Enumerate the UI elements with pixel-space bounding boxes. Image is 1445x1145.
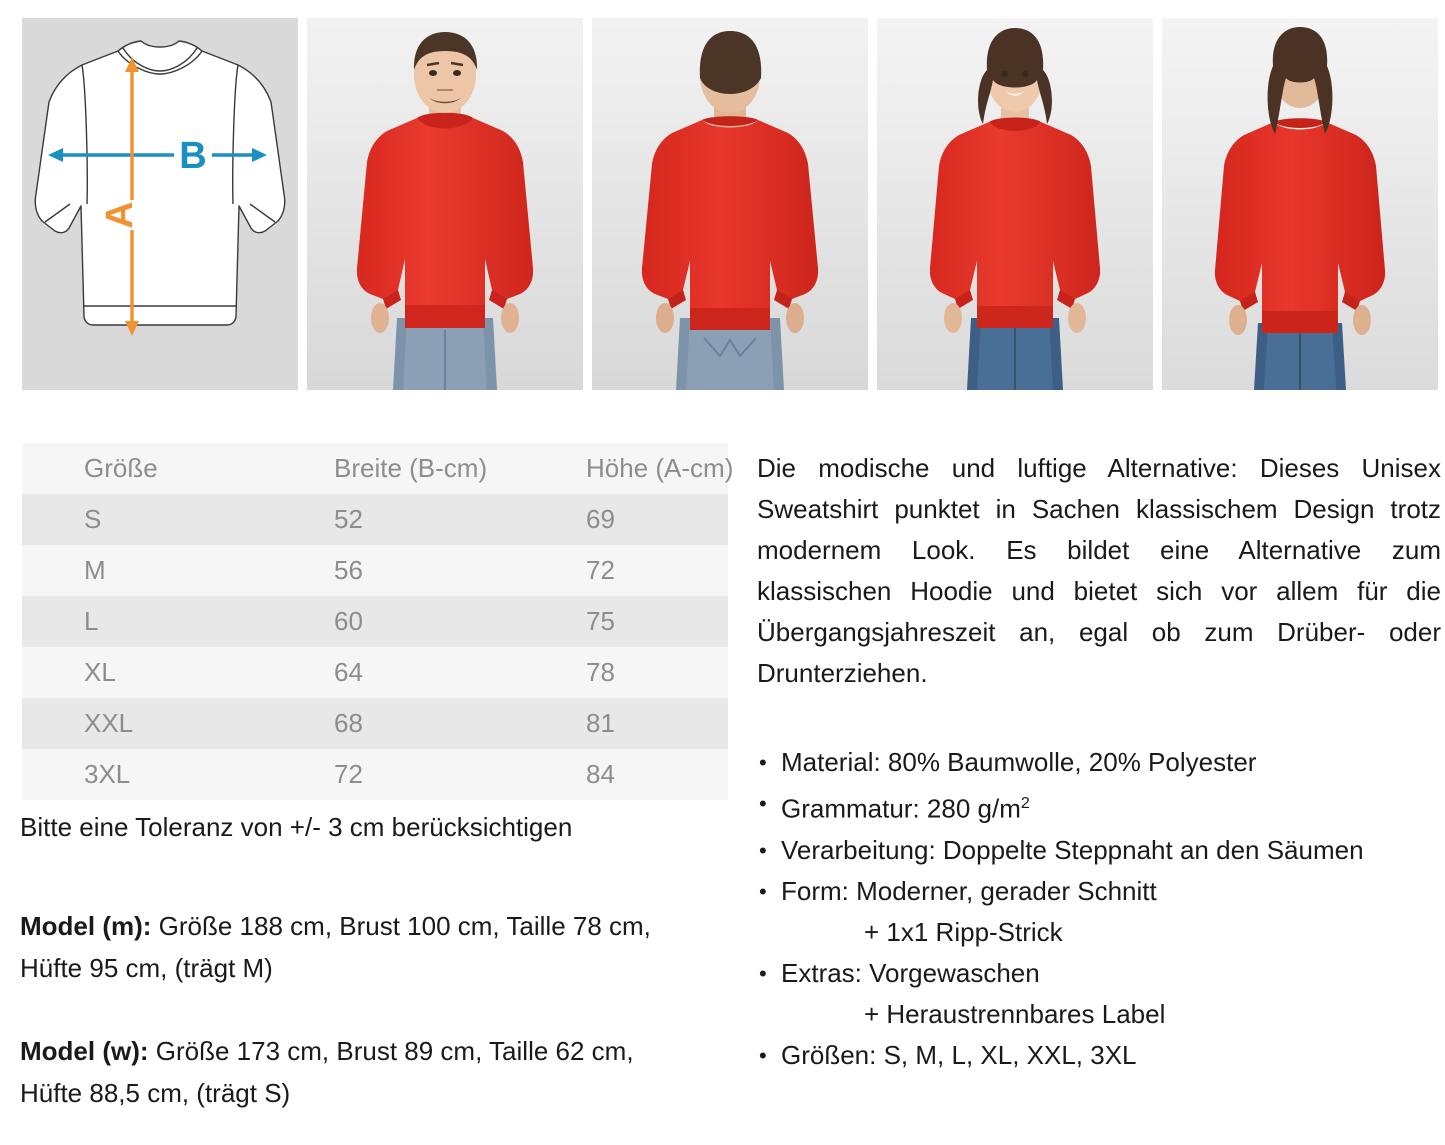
model-male-measurements: Größe 188 cm, Brust 100 cm, Taille 78 cm… (151, 911, 651, 941)
height-arrow-a (125, 57, 139, 336)
cell-width: 72 (334, 759, 363, 789)
cell-width: 56 (334, 555, 363, 585)
header-size: Größe (84, 453, 158, 483)
sweatshirt-outline (34, 40, 286, 326)
spec-verarbeitung: Verarbeitung: Doppelte Steppnaht an den … (757, 830, 1445, 871)
hand-left (944, 303, 962, 333)
spec-grammatur-sup: 2 (1020, 794, 1030, 812)
product-image-strip: B A (22, 18, 1438, 390)
hair (1267, 27, 1333, 134)
cell-height: 81 (586, 708, 615, 738)
width-arrow-b (48, 148, 267, 162)
model-male-line1: Model (m): Größe 188 cm, Brust 100 cm, T… (20, 905, 720, 947)
hand-left (1229, 305, 1247, 335)
cell-width: 64 (334, 657, 363, 687)
model-info-female: Model (w): Größe 173 cm, Brust 89 cm, Ta… (20, 1030, 720, 1114)
cell-width: 68 (334, 708, 363, 738)
smile (1006, 91, 1024, 96)
technical-drawing-panel: B A (22, 18, 298, 390)
spec-extras-sub: + Heraustrennbares Label (864, 998, 1166, 1029)
cell-height: 78 (586, 657, 615, 687)
table-row: S 52 69 (22, 494, 728, 545)
model-female-label: Model (w): (20, 1036, 149, 1066)
tolerance-note: Bitte eine Toleranz von +/- 3 cm berücks… (20, 812, 573, 842)
spec-grammatur-text: Grammatur: 280 g/m (781, 793, 1021, 824)
model-male-front-panel (307, 18, 583, 390)
cell-size: S (84, 504, 102, 534)
cell-height: 72 (586, 555, 615, 585)
model-info-male: Model (m): Größe 188 cm, Brust 100 cm, T… (20, 905, 720, 989)
cell-size: XL (84, 657, 116, 687)
model-female-line1: Model (w): Größe 173 cm, Brust 89 cm, Ta… (20, 1030, 720, 1072)
head (414, 37, 476, 113)
hand-right (1068, 303, 1086, 333)
model-female-back-panel (1162, 18, 1438, 390)
cell-size: L (84, 606, 99, 636)
model-female-front-panel (877, 18, 1153, 390)
hair (699, 31, 762, 94)
spec-material: Material: 80% Baumwolle, 20% Polyester (757, 742, 1445, 783)
table-row: XL 64 78 (22, 647, 728, 698)
cell-size: XXL (84, 708, 134, 738)
hand-right (501, 303, 519, 333)
spec-groessen: Größen: S, M, L, XL, XXL, 3XL (757, 1035, 1445, 1076)
height-label-a: A (99, 201, 141, 228)
cell-height: 69 (586, 504, 615, 534)
table-row: L 60 75 (22, 596, 728, 647)
spec-grammatur: Grammatur: 280 g/m2 (757, 783, 1445, 830)
sweatshirt (929, 122, 1101, 328)
sweatshirt (1214, 122, 1386, 333)
cell-width: 52 (334, 504, 363, 534)
hand-right (1353, 305, 1371, 335)
spec-form-sub: + 1x1 Ripp-Strick (864, 916, 1063, 947)
header-width: Breite (B-cm) (334, 453, 488, 483)
beard (427, 95, 463, 104)
sweatshirt (356, 118, 534, 328)
model-male-line2: Hüfte 95 cm, (trägt M) (20, 953, 273, 983)
size-chart-table: Größe Breite (B-cm) Höhe (A-cm) S 52 69 … (22, 443, 734, 800)
model-male-back-panel (592, 18, 868, 390)
spec-form: Form: Moderner, gerader Schnitt (757, 871, 1445, 912)
cell-height: 84 (586, 759, 615, 789)
table-row: XXL 68 81 (22, 698, 728, 749)
sweatshirt (641, 120, 819, 330)
cell-height: 75 (586, 606, 615, 636)
cell-size: 3XL (84, 759, 131, 789)
hand-left (656, 303, 674, 333)
model-female-line2: Hüfte 88,5 cm, (trägt S) (20, 1078, 291, 1108)
width-label-b: B (179, 135, 206, 177)
cell-size: M (84, 555, 106, 585)
model-male-label: Model (m): (20, 911, 152, 941)
header-height: Höhe (A-cm) (586, 453, 734, 483)
product-spec-list: Material: 80% Baumwolle, 20% Polyester G… (757, 742, 1445, 1076)
hand-right (786, 303, 804, 333)
hair (978, 28, 1052, 124)
hair (413, 32, 478, 70)
table-row: M 56 72 (22, 545, 728, 596)
spec-extras: Extras: Vorgewaschen (757, 953, 1445, 994)
product-description: Die modische und luftige Alternative: Di… (757, 453, 1441, 688)
hand-left (371, 303, 389, 333)
cell-width: 60 (334, 606, 363, 636)
model-female-measurements: Größe 173 cm, Brust 89 cm, Taille 62 cm, (148, 1036, 634, 1066)
table-header-row: Größe Breite (B-cm) Höhe (A-cm) (22, 443, 734, 494)
table-row: 3XL 72 84 (22, 749, 728, 800)
